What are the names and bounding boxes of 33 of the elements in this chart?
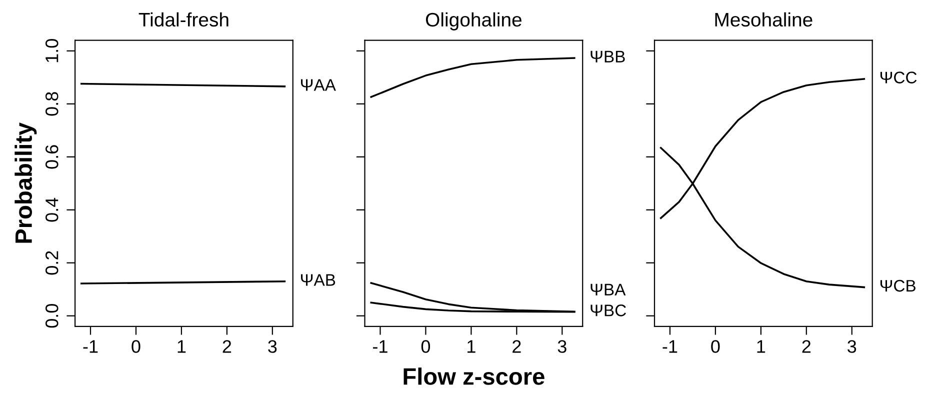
x-tick-label: 3 [848, 340, 856, 353]
x-tick-label: 1 [757, 340, 766, 353]
series-label: ΨAA [301, 79, 336, 91]
x-tick-label: -1 [373, 340, 388, 353]
series-label: ΨBA [590, 284, 626, 296]
series-label: ΨCC [880, 72, 917, 84]
x-tick-label: 3 [268, 340, 277, 353]
x-tick-label: 2 [222, 340, 232, 353]
x-axis-title: Flow z-score [404, 368, 544, 385]
y-tick-label: 0.8 [45, 92, 58, 116]
y-axis-title: Probability [14, 122, 37, 243]
y-tick-label: 0.4 [45, 198, 58, 222]
x-tick-label: -1 [83, 340, 98, 353]
chart-title: Mesohaline [715, 12, 812, 27]
x-tick-label: 0 [711, 340, 720, 353]
legend-label: ΨBC [590, 304, 626, 316]
y-tick-label: 0.0 [45, 304, 58, 328]
legend-label: ΨBB [590, 50, 625, 62]
x-tick-label: 2 [512, 340, 521, 353]
chart-title: Tidal-fresh [138, 12, 228, 27]
x-tick-label: 1 [468, 340, 476, 353]
series-label: ΨCB [880, 280, 916, 292]
x-tick-label: 2 [802, 340, 811, 353]
y-tick-label: 1.0 [45, 39, 58, 62]
x-tick-label: 3 [558, 340, 566, 353]
series-label: ΨAB [301, 274, 336, 286]
chart-title: Oligohaline [426, 12, 522, 30]
x-tick-label: -1 [662, 340, 678, 353]
x-tick-label: 0 [421, 340, 430, 353]
y-tick-label: 0.2 [45, 251, 58, 275]
x-tick-label: 0 [132, 340, 140, 353]
y-tick-label: 0.6 [45, 145, 58, 169]
x-tick-label: 1 [178, 340, 186, 353]
